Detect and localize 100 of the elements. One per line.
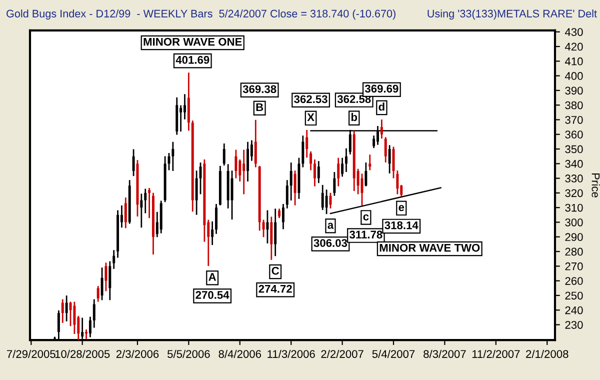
candlestick xyxy=(286,180,288,208)
y-tick-label: 260 xyxy=(565,277,583,285)
candlestick xyxy=(100,268,104,300)
y-tick-label: 400 xyxy=(564,72,583,80)
annotation: a xyxy=(328,222,334,229)
annotation: 369.69 xyxy=(364,84,398,93)
candlestick xyxy=(364,162,368,186)
y-tick-label: 360 xyxy=(565,130,583,138)
annotation: 311.78 xyxy=(350,230,382,239)
candlestick xyxy=(168,153,170,170)
candlestick xyxy=(396,170,399,194)
candlestick xyxy=(372,136,376,148)
y-tick-label: 240 xyxy=(565,306,583,314)
candlestick xyxy=(195,170,198,215)
candlestick xyxy=(96,286,100,302)
candlestick xyxy=(306,130,308,158)
annotation: A xyxy=(208,273,216,281)
candlestick xyxy=(282,204,284,230)
y-tick-label: 370 xyxy=(565,116,583,124)
x-tick-label: 8/3/2007 xyxy=(424,350,466,358)
candlestick xyxy=(325,190,328,214)
y-tick-label: 230 xyxy=(565,320,583,329)
y-tick-label: 290 xyxy=(565,233,583,241)
candlestick xyxy=(254,120,257,168)
candlestick xyxy=(290,162,292,201)
candlestick xyxy=(313,159,316,186)
y-tick-label: 420 xyxy=(564,42,583,51)
candlestick xyxy=(266,210,269,244)
candlestick xyxy=(92,299,96,328)
candlestick xyxy=(144,188,147,214)
candlestick xyxy=(384,137,387,162)
annotation: B xyxy=(256,103,264,112)
x-tick-label: 2/1/2008 xyxy=(526,350,568,358)
x-tick-label: 2/3/2006 xyxy=(116,350,159,358)
candlestick xyxy=(368,154,372,170)
candlestick xyxy=(242,150,246,194)
y-tick-label: 250 xyxy=(565,292,583,300)
y-tick-label: 280 xyxy=(565,248,583,256)
text: Using '33(133)METALS RARE' Delt xyxy=(428,10,597,20)
candlestick xyxy=(69,302,72,326)
x-tick-label: 10/28/2005 xyxy=(55,350,110,358)
candlestick xyxy=(85,329,88,339)
candlestick xyxy=(329,192,332,208)
candlestick xyxy=(104,262,108,292)
candlestick xyxy=(215,204,218,234)
y-tick-label: 320 xyxy=(565,189,583,198)
candlestick xyxy=(112,250,116,269)
candlestick xyxy=(234,150,238,178)
candlestick xyxy=(65,295,68,322)
y-tick-label: 410 xyxy=(564,57,583,66)
candlestick xyxy=(172,142,174,171)
candlestick xyxy=(238,159,242,182)
annotation: b xyxy=(351,112,358,122)
candlestick xyxy=(310,151,312,170)
y-tick-label: 350 xyxy=(565,145,583,154)
candlestick xyxy=(333,172,336,196)
candlestick xyxy=(380,119,383,139)
candlestick xyxy=(140,194,143,228)
candlestick xyxy=(132,149,135,176)
candlestick xyxy=(341,158,344,177)
x-tick-label: 2/2/2007 xyxy=(321,350,364,358)
y-axis-title: Price xyxy=(592,174,600,198)
x-tick-label: 5/4/2007 xyxy=(372,350,415,358)
candlestick xyxy=(148,188,151,218)
y-tick-label: 430 xyxy=(564,28,583,36)
candlestick xyxy=(262,220,265,238)
x-tick-label: 11/3/2006 xyxy=(268,350,315,358)
annotation: 369.38 xyxy=(242,85,276,94)
candlestick xyxy=(61,299,64,323)
candlestick xyxy=(222,143,226,166)
annotation: C xyxy=(272,266,280,275)
candlestick xyxy=(274,208,277,256)
candlestick xyxy=(108,261,112,300)
y-tick-label: 270 xyxy=(565,262,583,270)
annotation: c xyxy=(363,214,369,220)
x-tick-label: 11/2/2007 xyxy=(472,350,520,358)
chart-title: Gold Bugs Index - D12/99 - WEEKLY Bars 5/24/2007 Close = 318.740 (-10.670) xyxy=(6,10,396,20)
x-tick-label: 7/29/2005 xyxy=(6,350,56,358)
annotation: MINOR WAVE ONE xyxy=(144,38,242,46)
y-tick-label: 380 xyxy=(565,101,583,110)
candlestick xyxy=(317,161,320,184)
candlestick xyxy=(211,221,214,246)
annotation: 274.72 xyxy=(258,284,292,293)
annotation: d xyxy=(378,102,384,111)
annotation: 306.03 xyxy=(314,239,348,247)
candlestick xyxy=(73,302,76,334)
x-tick-label: 5/5/2006 xyxy=(168,350,210,358)
y-tick-label: 340 xyxy=(565,160,583,168)
annotation: 401.69 xyxy=(176,56,210,64)
candlestick xyxy=(294,170,296,206)
annotation: MINOR WAVE TWO xyxy=(380,244,480,252)
candlestick xyxy=(302,136,304,168)
y-tick-label: 330 xyxy=(565,174,583,182)
annotation: 362.53 xyxy=(294,95,328,104)
candlestick xyxy=(184,94,186,120)
candlestick xyxy=(321,184,324,210)
candlestick xyxy=(246,142,250,182)
annotation: 270.54 xyxy=(196,291,230,299)
x-tick-label: 8/4/2006 xyxy=(218,350,262,358)
y-tick-label: 390 xyxy=(565,86,583,95)
